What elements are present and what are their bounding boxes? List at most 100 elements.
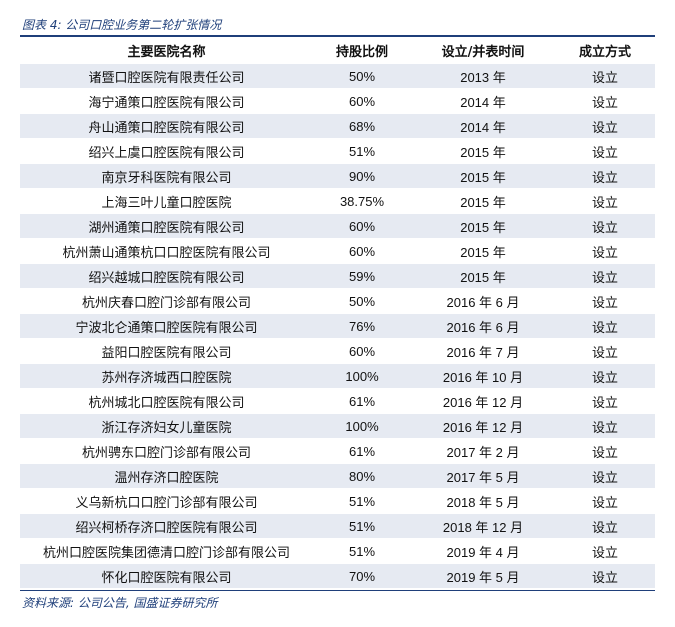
cell-establish-method: 设立 <box>555 489 655 514</box>
bottom-rule <box>20 590 655 591</box>
cell-establish-time: 2014 年 <box>411 89 555 114</box>
cell-establish-method: 设立 <box>555 64 655 89</box>
cell-establish-method: 设立 <box>555 114 655 139</box>
cell-share-ratio: 51% <box>313 489 411 514</box>
cell-share-ratio: 68% <box>313 114 411 139</box>
table-row: 杭州骋东口腔门诊部有限公司 61% 2017 年 2 月设立 <box>20 439 655 464</box>
cell-establish-method: 设立 <box>555 464 655 489</box>
cell-hospital-name: 苏州存济城西口腔医院 <box>20 364 313 389</box>
cell-establish-method: 设立 <box>555 439 655 464</box>
cell-establish-method: 设立 <box>555 389 655 414</box>
source-note: 资料来源: 公司公告, 国盛证券研究所 <box>22 596 218 610</box>
cell-establish-time: 2015 年 <box>411 214 555 239</box>
cell-share-ratio: 100% <box>313 364 411 389</box>
cell-establish-time: 2013 年 <box>411 64 555 89</box>
cell-hospital-name: 绍兴柯桥存济口腔医院有限公司 <box>20 514 313 539</box>
cell-establish-time: 2015 年 <box>411 189 555 214</box>
cell-establish-method: 设立 <box>555 189 655 214</box>
cell-establish-method: 设立 <box>555 214 655 239</box>
table-row: 温州存济口腔医院 80% 2017 年 5 月设立 <box>20 464 655 489</box>
cell-establish-method: 设立 <box>555 514 655 539</box>
cell-share-ratio: 59% <box>313 264 411 289</box>
cell-share-ratio: 50% <box>313 64 411 89</box>
cell-establish-time: 2018 年 12 月 <box>411 514 555 539</box>
header-hospital-name: 主要医院名称 <box>20 37 313 64</box>
cell-hospital-name: 浙江存济妇女儿童医院 <box>20 414 313 439</box>
cell-share-ratio: 60% <box>313 89 411 114</box>
cell-hospital-name: 义乌新杭口口腔门诊部有限公司 <box>20 489 313 514</box>
table-row: 杭州萧山通策杭口口腔医院有限公司 60% 2015 年设立 <box>20 239 655 264</box>
cell-share-ratio: 61% <box>313 389 411 414</box>
cell-establish-method: 设立 <box>555 89 655 114</box>
cell-hospital-name: 诸暨口腔医院有限责任公司 <box>20 64 313 89</box>
cell-hospital-name: 舟山通策口腔医院有限公司 <box>20 114 313 139</box>
table-row: 浙江存济妇女儿童医院 100% 2016 年 12 月设立 <box>20 414 655 439</box>
cell-establish-time: 2016 年 10 月 <box>411 364 555 389</box>
table-row: 南京牙科医院有限公司 90% 2015 年设立 <box>20 164 655 189</box>
cell-share-ratio: 60% <box>313 214 411 239</box>
table-body: 诸暨口腔医院有限责任公司 50% 2013 年设立 海宁通策口腔医院有限公司 60% 20… <box>20 64 655 589</box>
table-row: 上海三叶儿童口腔医院 38.75% 2015 年设立 <box>20 189 655 214</box>
cell-share-ratio: 51% <box>313 539 411 564</box>
table-row: 怀化口腔医院有限公司 70% 2019 年 5 月设立 <box>20 564 655 589</box>
cell-share-ratio: 51% <box>313 139 411 164</box>
cell-establish-method: 设立 <box>555 139 655 164</box>
table-row: 湖州通策口腔医院有限公司 60% 2015 年设立 <box>20 214 655 239</box>
cell-share-ratio: 61% <box>313 439 411 464</box>
cell-establish-time: 2017 年 2 月 <box>411 439 555 464</box>
cell-establish-time: 2017 年 5 月 <box>411 464 555 489</box>
table-header-row: 主要医院名称 持股比例 设立/并表时间 成立方式 <box>20 37 655 64</box>
cell-hospital-name: 杭州庆春口腔门诊部有限公司 <box>20 289 313 314</box>
table-row: 诸暨口腔医院有限责任公司 50% 2013 年设立 <box>20 64 655 89</box>
cell-hospital-name: 海宁通策口腔医院有限公司 <box>20 89 313 114</box>
table-row: 益阳口腔医院有限公司 60% 2016 年 7 月设立 <box>20 339 655 364</box>
cell-hospital-name: 杭州骋东口腔门诊部有限公司 <box>20 439 313 464</box>
cell-share-ratio: 80% <box>313 464 411 489</box>
cell-establish-method: 设立 <box>555 264 655 289</box>
cell-establish-method: 设立 <box>555 314 655 339</box>
table-row: 舟山通策口腔医院有限公司 68% 2014 年设立 <box>20 114 655 139</box>
cell-share-ratio: 38.75% <box>313 189 411 214</box>
top-rule <box>20 35 655 37</box>
cell-hospital-name: 绍兴越城口腔医院有限公司 <box>20 264 313 289</box>
table-row: 绍兴越城口腔医院有限公司 59% 2015 年设立 <box>20 264 655 289</box>
cell-establish-method: 设立 <box>555 339 655 364</box>
table-row: 杭州庆春口腔门诊部有限公司 50% 2016 年 6 月设立 <box>20 289 655 314</box>
hospital-expansion-table: 主要医院名称 持股比例 设立/并表时间 成立方式 诸暨口腔医院有限责任公司 50%… <box>20 37 655 589</box>
cell-establish-method: 设立 <box>555 289 655 314</box>
cell-share-ratio: 51% <box>313 514 411 539</box>
cell-hospital-name: 南京牙科医院有限公司 <box>20 164 313 189</box>
cell-establish-time: 2015 年 <box>411 239 555 264</box>
cell-hospital-name: 湖州通策口腔医院有限公司 <box>20 214 313 239</box>
figure-caption: 图表 4: 公司口腔业务第二轮扩张情况 <box>22 18 222 32</box>
header-establish-time: 设立/并表时间 <box>411 37 555 64</box>
table-row: 宁波北仑通策口腔医院有限公司 76% 2016 年 6 月设立 <box>20 314 655 339</box>
cell-establish-method: 设立 <box>555 564 655 589</box>
cell-establish-time: 2016 年 12 月 <box>411 414 555 439</box>
cell-share-ratio: 100% <box>313 414 411 439</box>
cell-share-ratio: 60% <box>313 339 411 364</box>
cell-hospital-name: 杭州萧山通策杭口口腔医院有限公司 <box>20 239 313 264</box>
cell-share-ratio: 70% <box>313 564 411 589</box>
cell-establish-time: 2016 年 6 月 <box>411 314 555 339</box>
cell-establish-time: 2019 年 5 月 <box>411 564 555 589</box>
cell-share-ratio: 90% <box>313 164 411 189</box>
cell-establish-method: 设立 <box>555 239 655 264</box>
table-row: 义乌新杭口口腔门诊部有限公司 51% 2018 年 5 月设立 <box>20 489 655 514</box>
cell-establish-time: 2019 年 4 月 <box>411 539 555 564</box>
cell-hospital-name: 上海三叶儿童口腔医院 <box>20 189 313 214</box>
table-row: 杭州城北口腔医院有限公司 61% 2016 年 12 月设立 <box>20 389 655 414</box>
table-row: 绍兴上虞口腔医院有限公司 51% 2015 年设立 <box>20 139 655 164</box>
cell-establish-time: 2014 年 <box>411 114 555 139</box>
cell-establish-time: 2015 年 <box>411 164 555 189</box>
table-row: 苏州存济城西口腔医院 100% 2016 年 10 月设立 <box>20 364 655 389</box>
cell-share-ratio: 76% <box>313 314 411 339</box>
cell-establish-time: 2016 年 12 月 <box>411 389 555 414</box>
header-establish-method: 成立方式 <box>555 37 655 64</box>
cell-hospital-name: 杭州城北口腔医院有限公司 <box>20 389 313 414</box>
cell-share-ratio: 60% <box>313 239 411 264</box>
table-row: 海宁通策口腔医院有限公司 60% 2014 年设立 <box>20 89 655 114</box>
cell-hospital-name: 温州存济口腔医院 <box>20 464 313 489</box>
cell-establish-time: 2018 年 5 月 <box>411 489 555 514</box>
cell-establish-time: 2016 年 6 月 <box>411 289 555 314</box>
